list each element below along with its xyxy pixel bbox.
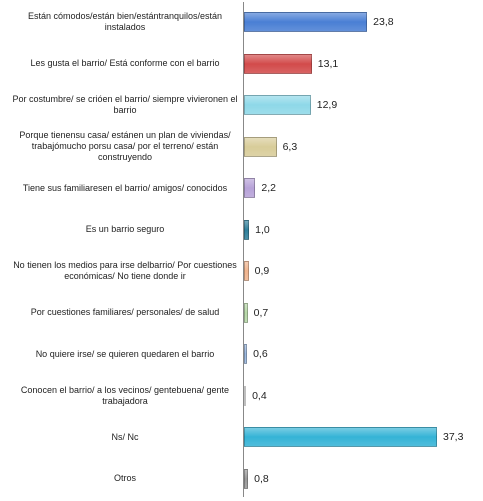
- category-label: Están cómodos/están bien/estántranquilos…: [27, 11, 223, 32]
- category-label: Ns/ Nc: [111, 431, 139, 442]
- bar: [244, 427, 437, 447]
- value-label: 23,8: [373, 16, 394, 28]
- category-label: No tienen los medios para irse delbarrio…: [13, 260, 237, 281]
- category-label: Tiene sus familiaresen el barrio/ amigos…: [22, 182, 228, 193]
- category-label: Les gusta el barrio/ Está conforme con e…: [30, 58, 220, 68]
- category-label: No quiere irse/ se quieren quedaren el b…: [35, 348, 215, 359]
- bar: [244, 53, 312, 74]
- value-label: 0,8: [254, 472, 269, 485]
- bar: [244, 219, 250, 240]
- bar: [244, 136, 277, 157]
- value-label: 13,1: [317, 57, 339, 70]
- category-label: Porque tienensu casa/ estánen un plan de…: [19, 130, 231, 162]
- bar: [244, 178, 256, 198]
- value-label: 37,3: [443, 431, 464, 443]
- value-label: 2,2: [261, 182, 276, 194]
- bar: [244, 468, 249, 489]
- category-label: Conocen el barrio/ a los vecinos/ genteb…: [20, 384, 230, 406]
- bar: [244, 12, 368, 32]
- value-label: 0,4: [252, 389, 267, 402]
- category-label: Por costumbre/ se crióen el barrio/ siem…: [12, 94, 238, 115]
- bar: [244, 261, 249, 281]
- value-label: 0,6: [253, 348, 268, 360]
- bar: [244, 302, 248, 323]
- value-label: 12,9: [316, 99, 338, 111]
- category-label: Por cuestiones familiares/ personales/ d…: [30, 307, 220, 317]
- value-label: 0,7: [253, 306, 269, 319]
- bar: [244, 385, 247, 406]
- bar: [244, 344, 248, 364]
- bar: [244, 95, 311, 115]
- axis-line: [243, 2, 244, 497]
- category-label: Otros: [113, 473, 136, 483]
- value-label: 0,9: [254, 265, 270, 277]
- value-label: 1,0: [255, 223, 270, 236]
- value-label: 6,3: [282, 140, 298, 153]
- category-label: Es un barrio seguro: [85, 224, 165, 234]
